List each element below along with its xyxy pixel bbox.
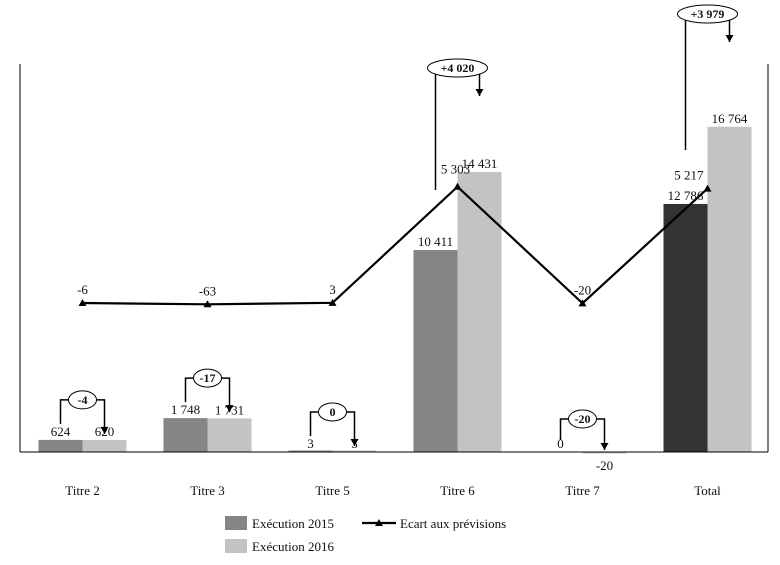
legend-label-ecart: Ecart aux prévisions	[400, 516, 506, 531]
label-2015-4: 10 411	[418, 234, 453, 249]
bar-2015-6	[663, 203, 708, 452]
line-label-2: -63	[199, 283, 216, 298]
label-2015-5: 0	[557, 436, 564, 451]
line-marker-1	[78, 299, 87, 307]
variation-arrow-6	[725, 35, 734, 42]
label-2015-2: 1 748	[171, 402, 200, 417]
category-label-4: Titre 6	[440, 483, 475, 498]
variation-arrow-4	[475, 89, 484, 96]
variation-arrow-2	[225, 405, 234, 413]
variation-bubble-1	[68, 390, 97, 410]
variation-label-5: -20	[575, 412, 591, 426]
line-label-1: -6	[77, 282, 88, 297]
bar-2016-2	[207, 418, 252, 452]
line-marker-4	[453, 182, 462, 190]
axes-layer: Titre 2 Titre 3 Titre 5 Titre 6 Titre 7 Total	[19, 64, 769, 498]
legend-swatch-2016	[225, 539, 247, 553]
bars-layer	[38, 126, 752, 454]
line-label-6: 5 217	[674, 168, 704, 183]
variation-label-2: -17	[200, 371, 216, 385]
bar-2015-2	[163, 418, 208, 452]
category-label-6: Total	[694, 483, 721, 498]
line-marker-2	[203, 300, 212, 308]
line-layer	[78, 182, 712, 308]
bar-2016-5	[582, 452, 627, 454]
variation-bubble-5	[568, 409, 597, 429]
bar-2015-4	[413, 250, 458, 452]
line-marker-6	[703, 184, 712, 192]
label-2016-5: -20	[596, 458, 613, 473]
line-label-3: 3	[329, 282, 336, 297]
variation-bubble-2	[193, 368, 222, 388]
bar-2016-4	[457, 172, 502, 452]
line-marker-5	[578, 299, 587, 307]
variation-bubble-4	[427, 58, 488, 78]
legend: Exécution 2015 Exécution 2016 Ecart aux pr…	[225, 516, 506, 554]
line-label-5: -20	[574, 282, 591, 297]
variation-bubble-6	[677, 4, 738, 24]
variation-label-1: -4	[78, 393, 88, 407]
legend-label-2016: Exécution 2016	[252, 539, 334, 554]
label-2016-4: 14 431	[462, 156, 498, 171]
variation-label-4: +4 020	[441, 61, 475, 75]
bar-2015-1	[38, 439, 83, 452]
legend-label-2015: Exécution 2015	[252, 516, 334, 531]
category-label-5: Titre 7	[565, 483, 600, 498]
legend-swatch-2015	[225, 516, 247, 530]
variation-arrow-3	[350, 438, 359, 446]
variation-arrow-5	[600, 443, 609, 450]
variation-arrow-1	[100, 426, 109, 434]
variations-layer: -4 -17 0 +4 020 -20 +3 979	[59, 4, 738, 450]
bar-2016-1	[82, 439, 127, 452]
line-ecart-aux-previsions	[82, 185, 709, 306]
label-2015-1: 624	[51, 424, 71, 439]
variation-bubble-3	[318, 402, 347, 422]
category-label-1: Titre 2	[65, 483, 100, 498]
label-2015-3: 3	[307, 436, 314, 451]
bar-2016-6	[707, 126, 752, 453]
legend-marker-ecart	[375, 519, 383, 526]
category-label-2: Titre 3	[190, 483, 225, 498]
variation-label-3: 0	[330, 405, 336, 419]
label-2016-6: 16 764	[712, 111, 748, 126]
category-label-3: Titre 5	[315, 483, 350, 498]
line-marker-3	[328, 298, 337, 306]
variation-label-6: +3 979	[691, 7, 725, 21]
line-label-4: 5 303	[441, 162, 470, 177]
label-2015-6: 12 786	[668, 188, 704, 203]
bar-2016-3	[332, 450, 377, 452]
bar-2015-3	[288, 450, 333, 452]
